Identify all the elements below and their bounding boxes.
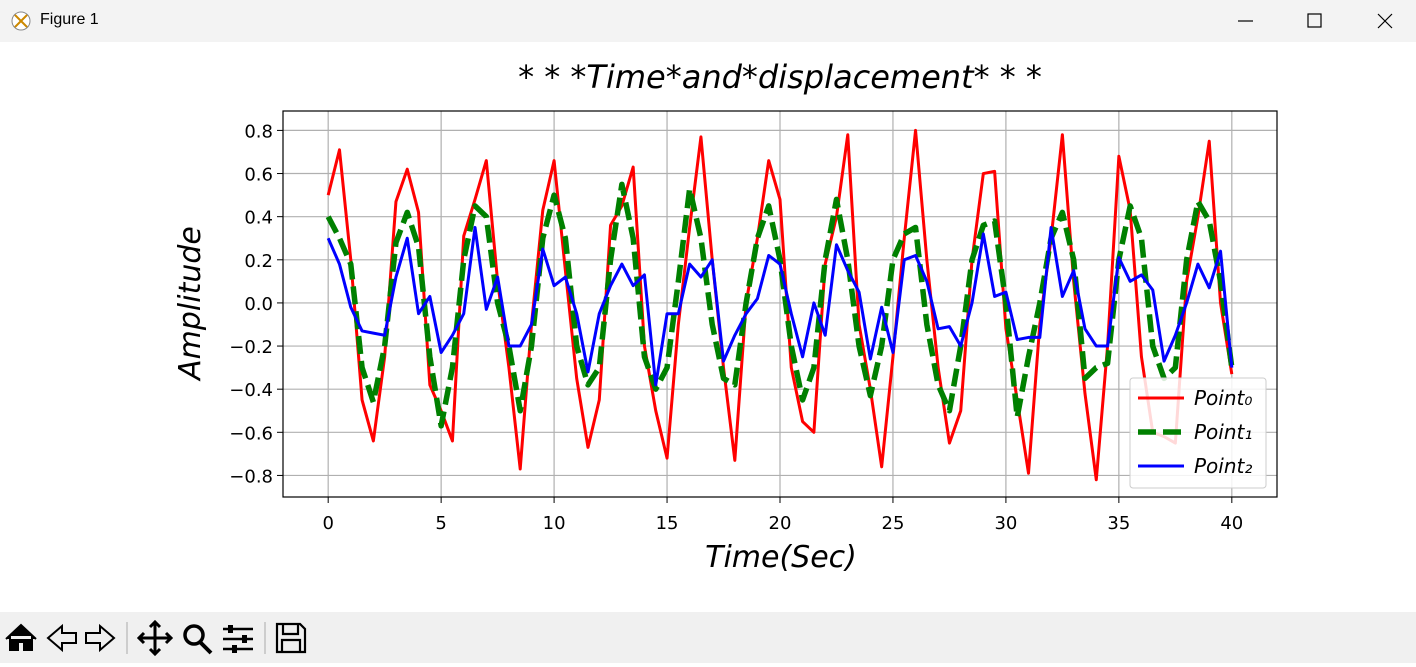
zoom-handle — [198, 640, 213, 655]
chart-title: * * *Time*and*displacement* * * — [518, 58, 1042, 96]
series-line — [326, 225, 1234, 387]
y-tick-label: −0.8 — [229, 466, 273, 487]
slider — [242, 635, 247, 643]
chart: * * *Time*and*displacement* * * Time(Sec… — [173, 58, 1278, 575]
x-tick-label: 25 — [882, 513, 905, 534]
title-bar: Figure 1 — [0, 0, 1416, 42]
legend-label: Point₀ — [1194, 386, 1252, 410]
zoom-button[interactable] — [183, 624, 205, 646]
series-line — [325, 181, 1235, 429]
plot-frame — [282, 110, 1278, 498]
legend-label: Point₁ — [1194, 420, 1252, 444]
toolbar-icons — [5, 619, 307, 657]
legend-box — [1129, 377, 1267, 489]
x-tick-label: 0 — [322, 513, 333, 534]
slider — [228, 625, 233, 633]
y-tick-label: −0.2 — [229, 337, 273, 358]
x-tick-label: 30 — [994, 513, 1017, 534]
window-controls[interactable] — [1216, 0, 1416, 42]
close[interactable] — [1377, 13, 1393, 29]
y-tick-label: −0.6 — [229, 423, 273, 444]
configure-button[interactable] — [223, 627, 253, 651]
y-tick-label: 0.2 — [244, 251, 273, 272]
slider — [232, 645, 237, 653]
pan-button[interactable] — [136, 619, 174, 657]
toolbar — [0, 612, 1416, 663]
x-tick-label: 5 — [435, 513, 446, 534]
y-tick-label: 0.4 — [244, 208, 273, 229]
y-tick-label: −0.4 — [229, 380, 273, 401]
app-icon — [11, 11, 31, 31]
x-tick-label: 20 — [769, 513, 792, 534]
x-tick-label: 15 — [656, 513, 679, 534]
window-title: Figure 1 — [40, 11, 99, 28]
x-axis-label: Time(Sec) — [705, 540, 857, 575]
maximize[interactable] — [1307, 13, 1322, 28]
forward-button[interactable] — [85, 623, 116, 653]
save-button[interactable] — [275, 622, 307, 654]
x-tick-label: 10 — [543, 513, 566, 534]
home-button[interactable] — [5, 623, 37, 651]
x-tick-label: 35 — [1107, 513, 1130, 534]
legend-label: Point₂ — [1194, 454, 1252, 478]
y-axis-label: Amplitude — [173, 226, 208, 382]
y-tick-label: 0.0 — [244, 294, 273, 315]
x-tick-label: 40 — [1220, 513, 1243, 534]
back-button[interactable] — [46, 623, 77, 653]
y-tick-label: 0.8 — [244, 121, 273, 142]
y-tick-label: 0.6 — [244, 165, 273, 186]
